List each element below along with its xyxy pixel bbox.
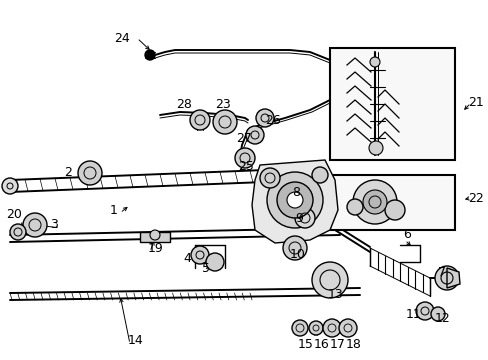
Circle shape	[415, 302, 433, 320]
Text: 8: 8	[291, 185, 299, 198]
Text: 16: 16	[313, 338, 329, 351]
Bar	[329, 48, 454, 160]
Circle shape	[256, 109, 273, 127]
Text: 25: 25	[238, 161, 253, 174]
Text: 13: 13	[327, 288, 343, 302]
Text: 20: 20	[6, 207, 22, 220]
Circle shape	[213, 110, 237, 134]
Circle shape	[78, 161, 102, 185]
Circle shape	[145, 50, 155, 60]
Circle shape	[10, 224, 26, 240]
Circle shape	[276, 182, 312, 218]
Circle shape	[368, 141, 382, 155]
Text: 2: 2	[64, 166, 72, 179]
Text: 6: 6	[402, 229, 410, 242]
Text: 17: 17	[329, 338, 345, 351]
Circle shape	[384, 200, 404, 220]
Text: 26: 26	[264, 113, 280, 126]
Text: 7: 7	[437, 266, 445, 279]
Circle shape	[430, 307, 444, 321]
Circle shape	[191, 246, 208, 264]
Circle shape	[266, 172, 323, 228]
Text: 3: 3	[50, 219, 58, 231]
Bar	[329, 175, 454, 230]
Text: 10: 10	[289, 248, 305, 261]
Text: 4: 4	[183, 252, 191, 265]
Circle shape	[369, 57, 379, 67]
Circle shape	[260, 168, 280, 188]
Text: 15: 15	[297, 338, 313, 351]
Circle shape	[434, 266, 458, 290]
Circle shape	[235, 148, 254, 168]
Text: 21: 21	[467, 96, 483, 109]
Bar	[140, 232, 170, 242]
Circle shape	[338, 319, 356, 337]
Text: 24: 24	[114, 31, 130, 45]
Text: 14: 14	[128, 333, 143, 346]
Circle shape	[308, 321, 323, 335]
Circle shape	[205, 253, 224, 271]
Text: 27: 27	[236, 131, 251, 144]
Circle shape	[150, 230, 160, 240]
Circle shape	[245, 126, 264, 144]
Text: 22: 22	[467, 192, 483, 204]
Circle shape	[294, 208, 314, 228]
Circle shape	[346, 199, 362, 215]
Circle shape	[311, 167, 327, 183]
Polygon shape	[446, 268, 459, 288]
Text: 11: 11	[405, 309, 420, 321]
Text: 28: 28	[176, 99, 192, 112]
Circle shape	[2, 178, 18, 194]
Circle shape	[291, 320, 307, 336]
Text: 18: 18	[346, 338, 361, 351]
Circle shape	[190, 110, 209, 130]
Circle shape	[311, 262, 347, 298]
Circle shape	[286, 192, 303, 208]
Text: 12: 12	[434, 311, 450, 324]
Circle shape	[323, 319, 340, 337]
Text: 9: 9	[294, 211, 302, 225]
Circle shape	[362, 190, 386, 214]
Circle shape	[283, 236, 306, 260]
Polygon shape	[251, 160, 337, 243]
Text: 19: 19	[148, 242, 163, 255]
Circle shape	[23, 213, 47, 237]
Text: 23: 23	[215, 99, 230, 112]
Text: 1: 1	[110, 203, 118, 216]
Text: 5: 5	[202, 261, 209, 274]
Circle shape	[352, 180, 396, 224]
